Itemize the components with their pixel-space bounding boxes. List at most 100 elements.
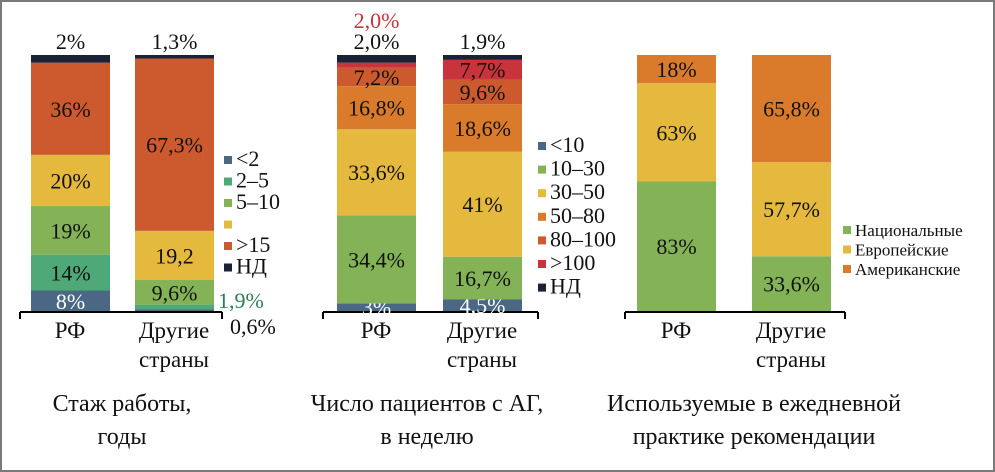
- chart-title: Используемые в ежедневной: [607, 391, 901, 417]
- legend-label: Европейские: [855, 241, 949, 260]
- data-label: 19,2: [155, 243, 194, 268]
- chart-title: годы: [98, 424, 147, 450]
- data-label: 1,9%: [218, 288, 264, 313]
- data-label: 36%: [50, 97, 90, 122]
- bar-segment-50–80: [443, 104, 522, 152]
- category-label: страны: [139, 347, 209, 372]
- legend-label: НД: [550, 274, 581, 299]
- legend-label: Национальные: [855, 221, 963, 240]
- category-label: РФ: [55, 318, 86, 343]
- data-label: 57,7%: [763, 197, 820, 222]
- category-label: Другие: [447, 318, 517, 343]
- bar-segment->100: [443, 59, 522, 80]
- data-label: 9,6%: [460, 80, 506, 105]
- legend-swatch: [224, 177, 232, 186]
- data-label: 9,6%: [152, 280, 198, 305]
- legend-swatch: [224, 156, 232, 164]
- legend-swatch: [538, 236, 546, 245]
- data-label: 2%: [56, 29, 85, 54]
- data-label: 1,3%: [152, 29, 198, 54]
- legend-swatch: [224, 263, 232, 272]
- bar-segment-НД: [135, 55, 214, 59]
- bar-segment-30–50: [337, 129, 416, 216]
- legend-label: НД: [236, 254, 267, 279]
- data-label: 65,8%: [763, 97, 820, 122]
- legend-label: <2: [236, 146, 259, 171]
- legend-swatch: [843, 245, 851, 254]
- data-label: 20%: [50, 168, 90, 193]
- bar-segment-50–80: [337, 86, 416, 130]
- data-label: 83%: [656, 234, 696, 259]
- legend-label: 5–10: [236, 189, 280, 214]
- bar-segment-10–30: [443, 256, 522, 300]
- legend-swatch: [224, 199, 232, 207]
- legend-swatch: [538, 165, 546, 174]
- data-label: 18,6%: [454, 116, 511, 141]
- category-label: РФ: [661, 318, 692, 343]
- bar-segment-<10: [443, 299, 522, 311]
- data-label: 0,6%: [230, 314, 276, 339]
- legend-label: >15: [236, 232, 270, 257]
- bar-segment-НД: [337, 55, 416, 63]
- data-label: 63%: [656, 120, 696, 145]
- bar-segment-10–15: [31, 154, 110, 207]
- bar-segment-<2: [135, 309, 214, 311]
- chart-title: Стаж работы,: [53, 391, 192, 417]
- legend-label: 50–80: [550, 203, 605, 228]
- chart-title: Число пациентов с АГ,: [311, 391, 543, 417]
- legend-swatch: [538, 212, 546, 221]
- chart-title: практике рекомендации: [633, 424, 876, 450]
- chart-panel-3: 83% 63% 18% РФ 33,6% 57,7% 65,8% Другие страны На…: [607, 55, 963, 450]
- bar-segment->15: [31, 62, 110, 155]
- data-label: 2,0%: [354, 8, 400, 33]
- legend-swatch: [538, 260, 546, 268]
- legend-swatch: [538, 142, 546, 150]
- data-label: 2,0%: [354, 29, 400, 54]
- bar-segment-5–10: [31, 206, 110, 255]
- bar-segment-<10: [337, 303, 416, 311]
- data-label: 67,3%: [146, 133, 203, 158]
- bar-segment-<2: [31, 290, 110, 311]
- bar-segment-Европейские: [637, 83, 716, 182]
- legend-label: <10: [550, 132, 584, 157]
- category-label: страны: [756, 347, 826, 372]
- data-label: 18%: [656, 57, 696, 82]
- bar-segment-Европейские: [752, 162, 831, 257]
- legend-swatch: [224, 220, 232, 229]
- bar-segment-Американские: [752, 55, 831, 163]
- bar-segment-10–30: [337, 215, 416, 304]
- data-label: 16,7%: [454, 266, 511, 291]
- bar-segment-30–50: [443, 151, 522, 257]
- category-label: Другие: [139, 318, 209, 343]
- data-label: 33,6%: [348, 160, 405, 185]
- bar-segment-80–100: [337, 67, 416, 87]
- bar-segment-5–10: [135, 280, 214, 305]
- legend-label: 30–50: [550, 179, 605, 204]
- bar-segment-Американские: [637, 55, 716, 84]
- chart-panel-1: 8% 14% 19% 20% 36% 2% РФ 0,6%1,9% 9,6% 19,2 67,3% 1…: [19, 29, 280, 450]
- category-label: Другие: [756, 318, 826, 343]
- bar-segment-10–15: [135, 230, 214, 281]
- data-label: 41%: [462, 192, 502, 217]
- bar-segment-НД: [31, 55, 110, 63]
- data-label: 16,8%: [348, 96, 405, 121]
- chart-title: в неделю: [380, 424, 473, 450]
- legend-swatch: [843, 265, 851, 273]
- bar-segment-Национальные: [752, 256, 831, 311]
- legend-swatch: [843, 226, 851, 234]
- legend-swatch: [224, 242, 232, 250]
- data-label: 19%: [50, 218, 90, 243]
- bar-segment-2–5: [135, 304, 214, 310]
- data-label: 7,2%: [354, 65, 400, 90]
- data-label: 8%: [56, 289, 85, 314]
- data-label: 1,9%: [460, 29, 506, 54]
- chart-panel-2: 3%34,4%33,6%16,8%7,2%2,0%2,0%РФ4,5%16,7%…: [311, 8, 616, 450]
- category-label: РФ: [361, 318, 392, 343]
- legend-label: Американские: [855, 260, 960, 279]
- bar-segment-НД: [443, 55, 522, 60]
- data-label: 34,4%: [348, 247, 405, 272]
- bar-segment-Национальные: [637, 181, 716, 311]
- data-label: 33,6%: [763, 272, 820, 297]
- legend-swatch: [538, 283, 546, 292]
